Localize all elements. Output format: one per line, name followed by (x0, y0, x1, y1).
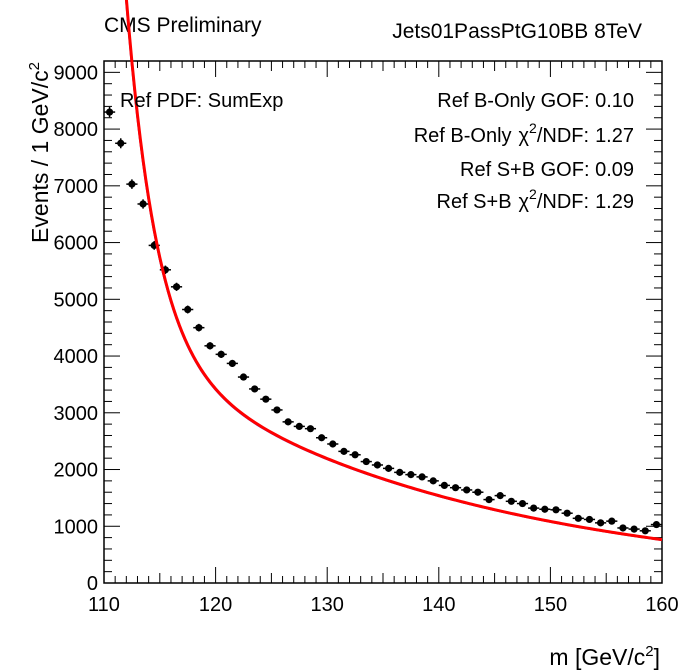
data-point (407, 471, 415, 479)
data-point (563, 509, 571, 517)
data-point (195, 324, 203, 332)
x-tick-label: 110 (88, 594, 120, 616)
data-point (518, 499, 527, 508)
data-point (329, 440, 337, 448)
data-point (172, 283, 181, 291)
x-axis: 110 120 130 140 150 160 (88, 61, 679, 616)
annotation-b-gof: Ref B-Only GOF: 0.10 (437, 90, 634, 112)
data-point (485, 495, 493, 504)
y-tick-label: 6000 (54, 233, 99, 255)
data-point (440, 481, 448, 490)
data-point (451, 484, 460, 492)
data-point (396, 468, 404, 476)
x-tick-label: 120 (199, 594, 232, 616)
data-point (608, 517, 616, 525)
y-tick-label: 5000 (54, 289, 99, 311)
data-point (541, 505, 549, 513)
data-point (418, 473, 426, 481)
data-point (597, 519, 605, 527)
data-point (217, 350, 225, 358)
data-point (262, 395, 270, 403)
y-axis: 0 1000 2000 3000 4000 5000 6000 7000 8000 9000 (54, 60, 662, 595)
data-point (306, 425, 315, 433)
data-point (228, 359, 236, 368)
header-right: Jets01PassPtG10BB 8TeV (392, 20, 642, 43)
y-tick-label: 3000 (54, 403, 99, 425)
x-tick-label: 130 (311, 594, 344, 616)
y-tick-label: 0 (87, 573, 98, 595)
data-point (474, 488, 482, 496)
data-point (284, 418, 292, 426)
data-point (552, 506, 560, 514)
data-point (251, 385, 259, 393)
data-point (206, 342, 214, 350)
data-point (463, 486, 471, 494)
data-point (295, 422, 303, 430)
data-point (630, 525, 638, 533)
x-axis-title: m [GeV/c2] (549, 643, 660, 670)
data-point (619, 524, 627, 532)
data-point (373, 461, 382, 469)
y-tick-label: 7000 (54, 176, 99, 198)
data-point (351, 451, 359, 459)
x-tick-label: 150 (534, 594, 567, 616)
data-point (641, 527, 649, 535)
x-tick-label: 160 (645, 594, 678, 616)
data-point (496, 492, 504, 500)
data-point (530, 504, 538, 512)
data-point (139, 200, 147, 208)
data-point (105, 108, 114, 116)
header-left: CMS Preliminary (104, 14, 262, 37)
data-points (104, 106, 662, 535)
annotation-b-chi2: Ref B-Only χ2/NDF: 1.27 (414, 120, 634, 147)
data-point (429, 477, 437, 485)
data-point (362, 457, 370, 466)
fit-curve-b-only (125, 0, 663, 541)
data-point (273, 406, 281, 414)
y-tick-label: 1000 (54, 516, 99, 538)
data-point (384, 464, 393, 472)
data-point (652, 520, 661, 529)
y-axis-title: Events / 1 GeV/c2 (26, 62, 53, 243)
annotation-sb-gof: Ref S+B GOF: 0.09 (460, 159, 634, 181)
fit-curves (124, 0, 663, 542)
y-tick-label: 4000 (54, 346, 99, 368)
annotation-sb-chi2: Ref S+B χ2/NDF: 1.29 (437, 186, 635, 213)
data-point (318, 434, 326, 442)
data-point (507, 497, 515, 505)
data-point (340, 447, 348, 455)
y-tick-label: 2000 (54, 460, 99, 482)
x-tick-label: 140 (422, 594, 455, 616)
data-point (574, 514, 582, 522)
data-point (585, 515, 594, 524)
data-point (239, 373, 248, 381)
y-tick-label: 9000 (54, 62, 99, 84)
y-tick-label: 8000 (54, 119, 99, 141)
fit-curve-s-plus-b (124, 0, 663, 542)
data-point (117, 139, 125, 147)
data-point (128, 180, 136, 188)
annotation-pdf: Ref PDF: SumExp (120, 90, 283, 112)
data-point (184, 305, 192, 314)
